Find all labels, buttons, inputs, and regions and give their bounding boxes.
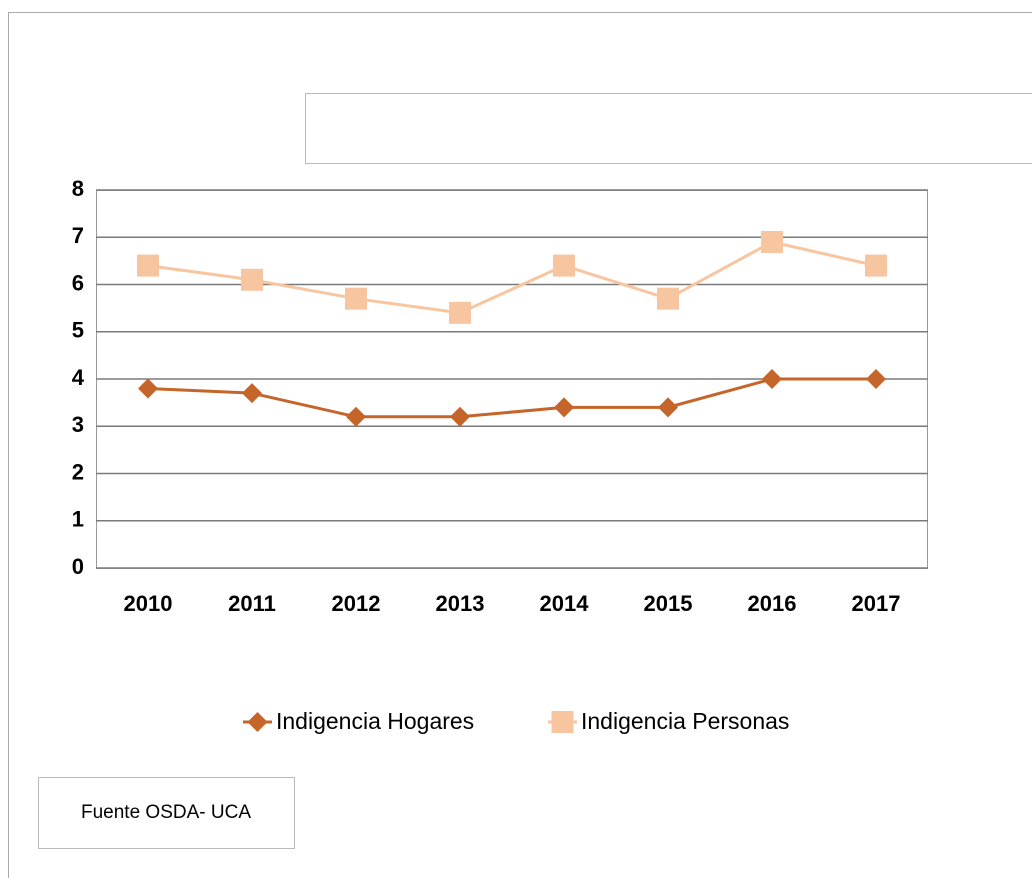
x-tick-label: 2014 bbox=[540, 591, 590, 616]
y-tick-label: 1 bbox=[72, 507, 84, 532]
x-tick-label: 2011 bbox=[228, 591, 276, 616]
y-tick-label: 2 bbox=[72, 459, 84, 484]
source-note: Fuente OSDA- UCA bbox=[81, 802, 251, 823]
title-box bbox=[305, 93, 1032, 164]
y-tick-label: 8 bbox=[72, 176, 84, 201]
x-tick-label: 2010 bbox=[124, 591, 173, 616]
data-point bbox=[450, 406, 470, 427]
data-point bbox=[345, 287, 367, 310]
x-tick-label: 2015 bbox=[644, 591, 693, 616]
x-tick-label: 2017 bbox=[852, 591, 901, 616]
data-point bbox=[138, 378, 158, 399]
data-point bbox=[346, 406, 366, 427]
data-point bbox=[657, 287, 679, 310]
data-point bbox=[241, 268, 263, 291]
data-point bbox=[658, 397, 678, 418]
y-tick-label: 5 bbox=[72, 318, 84, 343]
data-point bbox=[449, 301, 471, 324]
y-tick-label: 0 bbox=[72, 554, 84, 579]
x-tick-label: 2013 bbox=[436, 591, 485, 616]
series-line bbox=[147, 377, 876, 419]
legend-marker bbox=[247, 712, 268, 732]
data-point bbox=[554, 397, 574, 418]
y-tick-label: 4 bbox=[72, 365, 85, 390]
legend-marker bbox=[551, 711, 574, 733]
y-tick-label: 7 bbox=[72, 223, 84, 248]
series-line bbox=[147, 240, 877, 315]
source-box bbox=[38, 777, 295, 849]
y-tick-label: 6 bbox=[72, 270, 84, 295]
data-point bbox=[553, 254, 575, 277]
data-point bbox=[137, 254, 159, 277]
y-tick-label: 3 bbox=[72, 412, 84, 437]
data-point bbox=[762, 369, 782, 389]
data-point bbox=[761, 230, 783, 253]
x-tick-label: 2012 bbox=[332, 591, 381, 616]
x-tick-label: 2016 bbox=[748, 591, 797, 616]
data-point bbox=[242, 383, 262, 404]
data-point bbox=[865, 254, 887, 277]
data-point bbox=[866, 369, 886, 389]
legend-label: Indigencia Personas bbox=[581, 708, 789, 734]
legend-label: Indigencia Hogares bbox=[276, 708, 474, 734]
